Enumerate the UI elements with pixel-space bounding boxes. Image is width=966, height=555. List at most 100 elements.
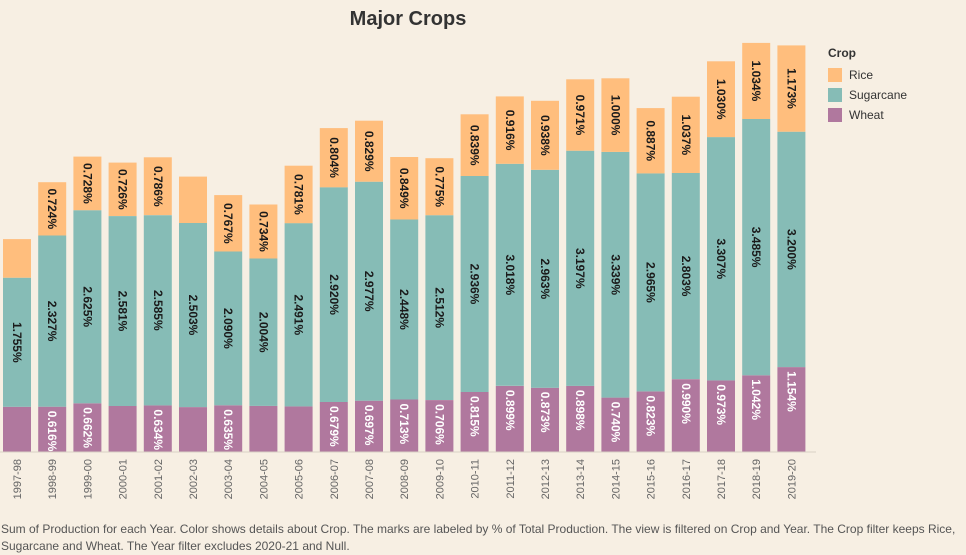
bar-segment-rice-2002-03[interactable] [179, 176, 207, 223]
bar-label-sugarcane-2011-12: 3.018% [503, 254, 517, 295]
bar-segment-rice-2012-13[interactable] [531, 100, 559, 170]
bar-segment-rice-2003-04[interactable] [214, 195, 243, 252]
x-tick-label-2015-16: 2015-16 [646, 459, 658, 499]
bar-segment-sugarcane-2014-15[interactable] [601, 151, 630, 398]
bar-segment-sugarcane-2019-20[interactable] [777, 131, 806, 368]
bar-label-sugarcane-2019-20: 3.200% [784, 229, 798, 270]
bar-segment-rice-2008-09[interactable] [390, 157, 419, 220]
bar-segment-wheat-2014-15[interactable] [601, 397, 630, 452]
bar-segment-rice-2007-08[interactable] [355, 120, 383, 182]
bar-label-wheat-2003-04: 0.635% [221, 409, 235, 450]
bar-segment-rice-2000-01[interactable] [108, 162, 137, 216]
bar-segment-sugarcane-2000-01[interactable] [108, 216, 137, 406]
bar-segment-sugarcane-2003-04[interactable] [214, 251, 243, 406]
bar-segment-rice-2011-12[interactable] [495, 96, 524, 164]
bar-segment-rice-2019-20[interactable] [777, 45, 806, 132]
bar-label-wheat-2014-15: 0.740% [608, 402, 622, 443]
bar-segment-sugarcane-1997-98[interactable] [3, 277, 31, 407]
bar-segment-sugarcane-2002-03[interactable] [179, 223, 207, 408]
bar-label-rice-2004-05: 0.734% [256, 211, 270, 252]
bar-segment-rice-2016-17[interactable] [671, 96, 700, 173]
bar-label-rice-2001-02: 0.786% [151, 166, 165, 207]
bar-segment-rice-2010-11[interactable] [460, 114, 489, 176]
bar-segment-sugarcane-2011-12[interactable] [495, 163, 524, 386]
bar-label-rice-2010-11: 0.839% [468, 125, 482, 166]
bar-segment-wheat-1999-00[interactable] [73, 403, 102, 452]
bar-segment-sugarcane-2004-05[interactable] [249, 258, 278, 406]
bar-segment-rice-2006-07[interactable] [319, 128, 348, 188]
bar-segment-sugarcane-1998-99[interactable] [38, 235, 67, 407]
legend-item-rice[interactable]: Rice [828, 65, 907, 85]
bar-segment-sugarcane-1999-00[interactable] [73, 210, 102, 404]
bar-segment-sugarcane-2017-18[interactable] [707, 137, 735, 381]
x-tick-label-1999-00: 1999-00 [82, 459, 94, 499]
bar-segment-sugarcane-2012-13[interactable] [531, 169, 559, 388]
bar-segment-wheat-2011-12[interactable] [495, 385, 524, 452]
bar-segment-rice-2013-14[interactable] [566, 79, 595, 151]
x-tick-label-1998-99: 1998-99 [47, 459, 59, 499]
bar-segment-wheat-2019-20[interactable] [777, 367, 806, 452]
bar-segment-rice-1997-98[interactable] [3, 239, 31, 278]
x-tick-label-2014-15: 2014-15 [610, 459, 622, 499]
bar-label-rice-1999-00: 0.728% [80, 163, 94, 204]
bar-segment-sugarcane-2013-14[interactable] [566, 150, 595, 386]
legend-label-rice: Rice [849, 68, 874, 82]
bar-label-rice-1998-99: 0.724% [45, 188, 59, 229]
bar-label-wheat-2019-20: 1.154% [784, 371, 798, 412]
bar-segment-sugarcane-2007-08[interactable] [355, 181, 383, 401]
bar-segment-wheat-2003-04[interactable] [214, 405, 243, 452]
bar-segment-wheat-2008-09[interactable] [390, 399, 419, 453]
bar-segment-sugarcane-2015-16[interactable] [636, 173, 665, 392]
x-tick-label-2008-09: 2008-09 [399, 459, 411, 499]
bar-segment-wheat-2017-18[interactable] [707, 380, 735, 452]
bar-segment-wheat-2004-05[interactable] [249, 405, 278, 452]
bar-segment-rice-2005-06[interactable] [284, 165, 313, 224]
bar-segment-rice-2014-15[interactable] [601, 78, 630, 152]
bar-segment-sugarcane-2005-06[interactable] [284, 223, 313, 407]
legend-item-sugarcane[interactable]: Sugarcane [828, 85, 907, 105]
bar-segment-sugarcane-2016-17[interactable] [671, 172, 700, 380]
bar-segment-wheat-2016-17[interactable] [671, 379, 700, 452]
bar-segment-sugarcane-2001-02[interactable] [143, 215, 172, 406]
bar-label-wheat-2016-17: 0.990% [679, 383, 693, 424]
bar-segment-wheat-2012-13[interactable] [531, 387, 559, 452]
bar-segment-wheat-2009-10[interactable] [425, 400, 454, 452]
chart-title: Major Crops [349, 8, 467, 30]
bar-label-sugarcane-1999-00: 2.625% [80, 286, 94, 327]
bar-segment-sugarcane-2009-10[interactable] [425, 215, 454, 400]
bar-segment-rice-2018-19[interactable] [742, 42, 771, 119]
bar-label-sugarcane-2016-17: 2.803% [679, 256, 693, 297]
bar-segment-sugarcane-2008-09[interactable] [390, 219, 419, 400]
bar-segment-wheat-2005-06[interactable] [284, 406, 313, 452]
bar-label-sugarcane-2012-13: 2.963% [538, 258, 552, 299]
bar-label-wheat-2012-13: 0.873% [538, 392, 552, 433]
legend-item-wheat[interactable]: Wheat [828, 105, 907, 125]
bar-segment-rice-2017-18[interactable] [707, 61, 735, 138]
bar-segment-rice-2009-10[interactable] [425, 158, 454, 216]
bar-label-wheat-1999-00: 0.662% [80, 407, 94, 448]
bar-segment-wheat-1998-99[interactable] [38, 406, 67, 452]
bar-segment-rice-2015-16[interactable] [636, 108, 665, 174]
bar-segment-wheat-1997-98[interactable] [3, 406, 31, 452]
bar-segment-wheat-2001-02[interactable] [143, 405, 172, 452]
bar-segment-rice-2004-05[interactable] [249, 204, 278, 259]
bar-label-rice-2009-10: 0.775% [432, 166, 446, 207]
bar-segment-rice-1998-99[interactable] [38, 182, 67, 236]
bar-segment-wheat-2007-08[interactable] [355, 400, 383, 452]
bar-segment-wheat-2002-03[interactable] [179, 407, 207, 452]
bar-segment-sugarcane-2018-19[interactable] [742, 118, 771, 376]
bar-segment-sugarcane-2006-07[interactable] [319, 187, 348, 402]
bar-segment-rice-2001-02[interactable] [143, 157, 172, 216]
bar-segment-wheat-2013-14[interactable] [566, 385, 595, 452]
bar-segment-wheat-2018-19[interactable] [742, 375, 771, 452]
bar-label-sugarcane-2000-01: 2.581% [116, 291, 130, 332]
bar-segment-wheat-2006-07[interactable] [319, 402, 348, 452]
x-tick-label-2011-12: 2011-12 [505, 459, 517, 499]
legend: Crop Rice Sugarcane Wheat [828, 46, 907, 125]
bar-segment-wheat-2010-11[interactable] [460, 392, 489, 452]
bar-segment-wheat-2015-16[interactable] [636, 391, 665, 453]
bar-segment-wheat-2000-01[interactable] [108, 405, 137, 452]
bar-segment-rice-1999-00[interactable] [73, 156, 102, 211]
legend-label-sugarcane: Sugarcane [849, 88, 908, 102]
bar-segment-sugarcane-2010-11[interactable] [460, 176, 489, 392]
